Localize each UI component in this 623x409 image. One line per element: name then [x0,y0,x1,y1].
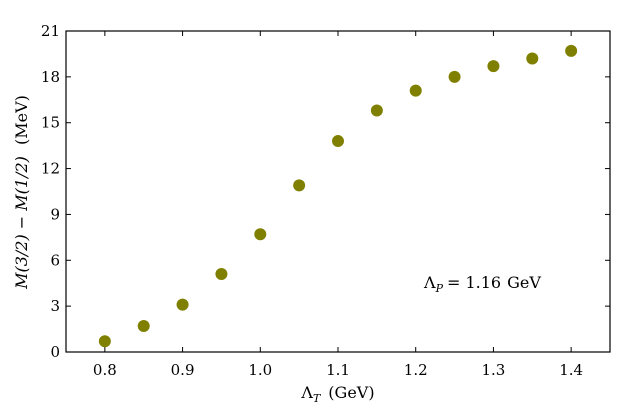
data-point [565,44,578,57]
x-tick-label: 1.4 [559,361,583,379]
data-point [98,335,111,348]
x-axis-label: ΛT (GeV) [300,383,374,405]
y-tick-label: 18 [41,68,60,86]
data-point [409,84,422,97]
x-tick-label: 1.1 [326,361,350,379]
x-tick-label: 1.2 [404,361,428,379]
annotation-symbol: Λ [423,273,436,292]
y-tick-label: 21 [41,22,60,40]
x-axis-label-unit: (GeV) [328,383,374,402]
data-point [370,104,383,117]
x-tick-label: 0.9 [171,361,195,379]
x-tick-label: 1.3 [481,361,505,379]
data-point [254,228,267,241]
y-axis: 0 3 6 9 12 15 18 21 [41,22,610,361]
annotation-value: = 1.16 [447,273,501,292]
y-tick-label: 9 [50,205,60,223]
x-axis-label-symbol: Λ [300,383,313,402]
y-tick-label: 6 [50,251,60,269]
data-point [176,298,189,311]
y-tick-label: 12 [41,160,60,178]
annotation-unit: GeV [507,273,541,292]
y-tick-label: 3 [50,297,60,315]
plot-frame [65,30,611,353]
y-tick-label: 0 [50,343,60,361]
y-axis-label-expr: M(3/2) − M(1/2) [12,156,31,290]
data-point [448,70,461,83]
y-tick-label: 15 [41,114,60,132]
y-axis-label: M(3/2) − M(1/2) (MeV) [12,95,31,290]
data-point [526,52,539,65]
data-point [293,179,306,192]
x-axis: 0.8 0.9 1.0 1.1 1.2 1.3 1.4 [93,31,583,379]
x-axis-label-subscript: T [313,392,322,405]
data-point [137,320,150,333]
data-point [487,60,500,73]
annotation-subscript: P [435,282,444,295]
data-points [98,44,578,348]
x-tick-label: 1.0 [248,361,272,379]
data-point [332,135,344,148]
data-point [215,268,228,281]
annotation: ΛP = 1.16 GeV [423,273,541,295]
y-axis-label-unit: (MeV) [12,95,31,145]
x-tick-label: 0.8 [93,361,117,379]
